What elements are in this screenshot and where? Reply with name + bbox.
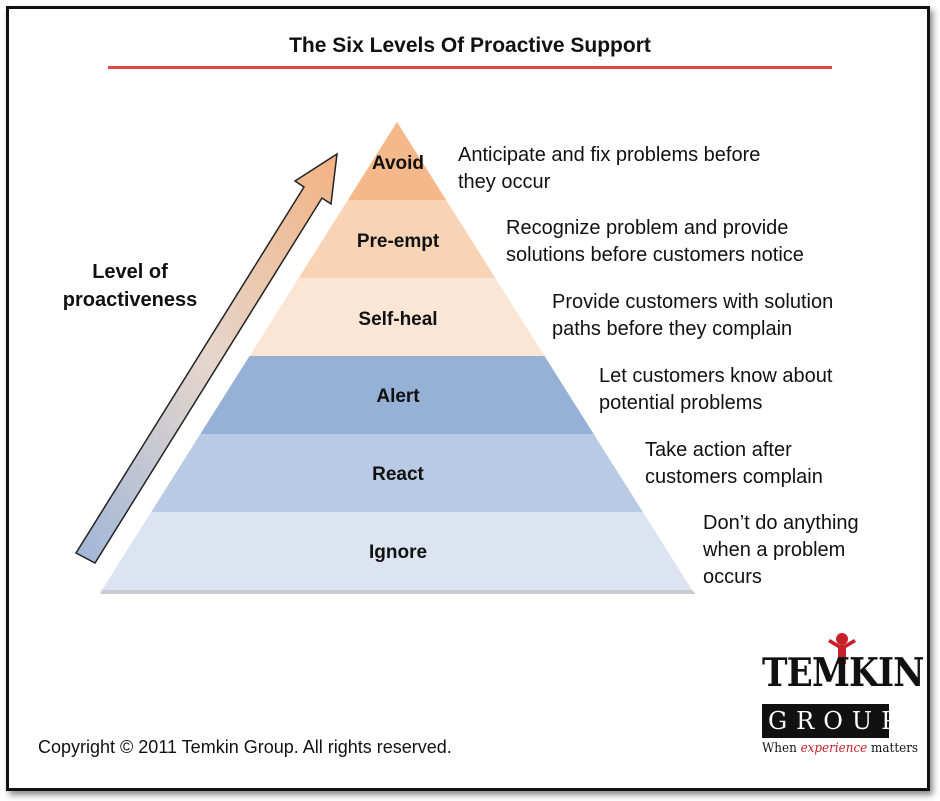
level-label-self-heal: Self-heal (358, 309, 438, 330)
pyramid-layer-react (151, 434, 643, 512)
person-figure-icon (828, 633, 856, 664)
level-description-pre-empt: Recognize problem and provide solutions … (506, 217, 804, 266)
pyramid-layer-ignore (102, 512, 692, 590)
level-description-ignore: Don’t do anything when a problem occurs (703, 512, 859, 588)
pyramid-base-shadow (100, 590, 696, 594)
level-label-pre-empt: Pre-empt (356, 231, 440, 252)
level-label-avoid: Avoid (371, 153, 425, 174)
pyramid-layer-avoid (347, 122, 447, 200)
logo-group-text: GROUP (768, 707, 907, 735)
axis-label: Level of proactiveness (50, 258, 210, 314)
level-description-self-heal: Provide customers with solution paths be… (552, 291, 834, 340)
level-description-alert: Let customers know about potential probl… (599, 365, 833, 414)
diagram-title: The Six Levels Of Proactive Support (289, 34, 651, 57)
logo-tagline: When experience matters (762, 741, 918, 756)
level-label-react: React (372, 464, 424, 485)
proactiveness-arrow (74, 152, 338, 564)
logo-wordmark: TEMKIN (762, 650, 925, 696)
axis-label-text: Level of proactiveness (62, 261, 198, 311)
logo-tagline-pre: When (762, 741, 801, 756)
level-label-alert: Alert (376, 386, 420, 407)
logo-group-bar: GROUP (762, 704, 907, 738)
pyramid-layer-pre-empt (298, 200, 496, 278)
logo-tagline-post: matters (867, 741, 919, 756)
level-description-avoid: Anticipate and fix problems before they … (458, 144, 761, 193)
level-description-react: Take action after customers complain (645, 439, 823, 488)
pyramid-layer-self-heal (249, 278, 545, 356)
level-label-ignore: Ignore (368, 542, 428, 563)
logo-tagline-emphasis: experience (800, 741, 868, 756)
title-underline (108, 66, 832, 69)
copyright-notice: Copyright © 2011 Temkin Group. All right… (38, 737, 452, 757)
temkin-group-logo: TEMKIN GROUP When experience matters (762, 630, 925, 766)
pyramid-layer-alert (200, 356, 594, 434)
